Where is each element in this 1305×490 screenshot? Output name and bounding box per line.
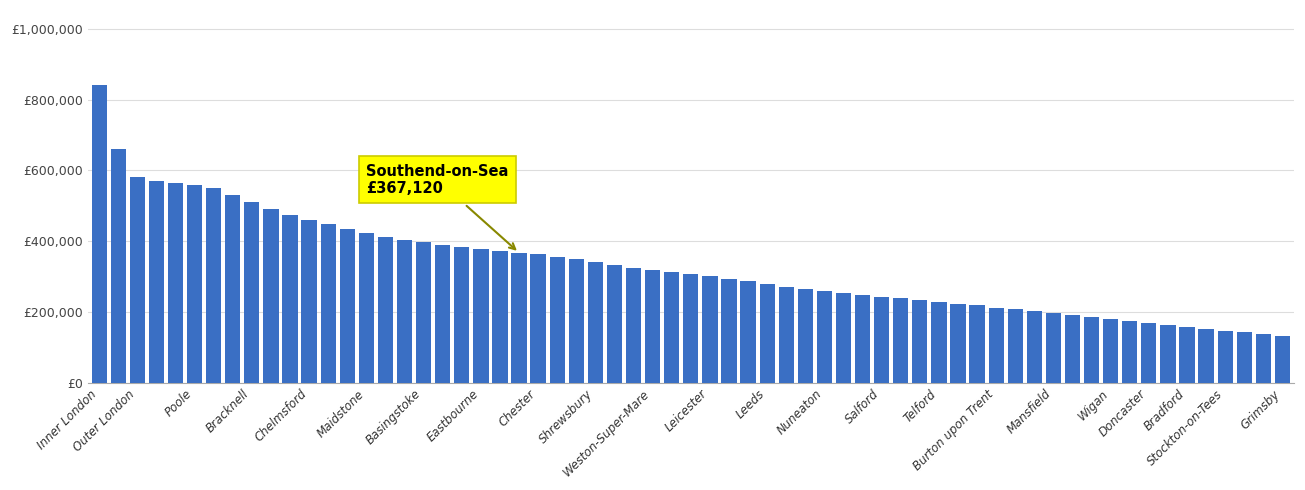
Bar (187, 185, 202, 383)
Bar (301, 220, 317, 383)
Bar (950, 304, 966, 383)
Bar (855, 295, 870, 383)
Bar (1275, 336, 1291, 383)
Bar (702, 276, 718, 383)
Bar (206, 188, 222, 383)
Bar (512, 253, 527, 383)
Bar (1218, 331, 1233, 383)
Bar (797, 289, 813, 383)
Bar (244, 202, 260, 383)
Bar (359, 233, 375, 383)
Bar (587, 262, 603, 383)
Bar (912, 300, 928, 383)
Bar (835, 293, 851, 383)
Bar (1027, 311, 1041, 383)
Bar (321, 224, 335, 383)
Bar (1141, 323, 1156, 383)
Bar (874, 296, 889, 383)
Bar (645, 270, 660, 383)
Bar (1045, 313, 1061, 383)
Bar (454, 246, 470, 383)
Bar (1237, 332, 1251, 383)
Bar (893, 298, 908, 383)
Bar (91, 85, 107, 383)
Bar (1084, 317, 1099, 383)
Bar (970, 305, 985, 383)
Bar (1160, 325, 1176, 383)
Bar (607, 265, 622, 383)
Bar (435, 245, 450, 383)
Bar (1255, 334, 1271, 383)
Bar (1007, 309, 1023, 383)
Bar (1180, 327, 1194, 383)
Bar (684, 274, 698, 383)
Bar (264, 209, 278, 383)
Bar (932, 302, 946, 383)
Bar (817, 291, 833, 383)
Bar (111, 149, 125, 383)
Bar (1122, 321, 1138, 383)
Bar (339, 229, 355, 383)
Bar (664, 272, 680, 383)
Bar (474, 249, 488, 383)
Bar (1198, 329, 1214, 383)
Bar (282, 215, 298, 383)
Bar (549, 257, 565, 383)
Bar (129, 177, 145, 383)
Bar (1103, 319, 1118, 383)
Bar (397, 240, 412, 383)
Bar (626, 268, 641, 383)
Bar (226, 195, 240, 383)
Bar (492, 251, 508, 383)
Bar (416, 243, 431, 383)
Bar (168, 183, 183, 383)
Bar (1065, 315, 1081, 383)
Bar (569, 259, 583, 383)
Bar (779, 287, 793, 383)
Bar (722, 279, 736, 383)
Text: Southend-on-Sea
£367,120: Southend-on-Sea £367,120 (367, 164, 515, 249)
Bar (988, 308, 1004, 383)
Bar (760, 284, 775, 383)
Bar (378, 237, 393, 383)
Bar (531, 254, 545, 383)
Bar (740, 281, 756, 383)
Bar (149, 181, 164, 383)
